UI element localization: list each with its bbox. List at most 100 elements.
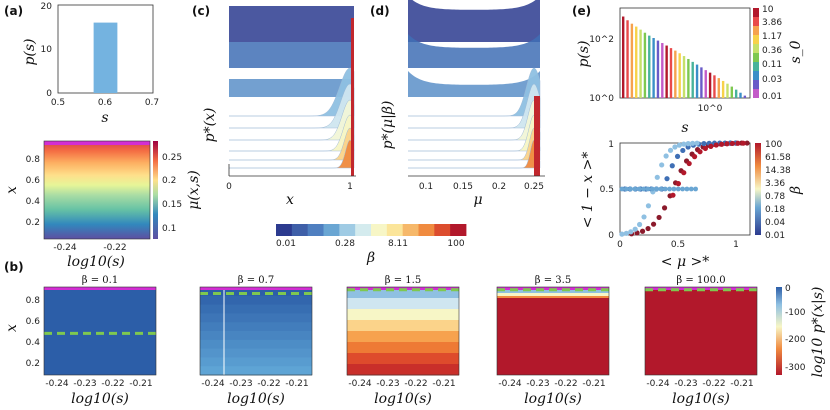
scatter-point: [661, 205, 668, 211]
bar: [743, 95, 747, 98]
tick-label: -0.23: [376, 379, 399, 389]
tick-label: 0.25: [524, 182, 544, 192]
tick-label: -0.22: [404, 379, 427, 389]
bar: [734, 89, 738, 98]
heatmap-band: [347, 309, 459, 321]
tick-label: 100: [447, 239, 464, 249]
scatter-point: [694, 140, 700, 146]
tick-label: 3.86: [762, 18, 782, 28]
colorbar-swatch: [753, 89, 759, 98]
heatmap-band: [200, 304, 312, 314]
tick-label: -0.23: [73, 379, 96, 389]
ridge-curve: [408, 0, 540, 42]
colorbar-swatch: [753, 35, 759, 44]
colorbar-swatch: [307, 224, 324, 236]
heatmap-band: [200, 287, 312, 297]
colorbar-label: log10 p*(x|s): [810, 287, 826, 378]
tick-label: 0.18: [765, 205, 785, 215]
colorbar-label: β: [366, 250, 375, 266]
scatter-point: [667, 186, 672, 192]
tick-label: -300: [785, 363, 806, 373]
subplot-title: β = 1.5: [385, 275, 421, 286]
heatmap-band: [200, 295, 312, 306]
bar: [643, 32, 647, 98]
scatter-point: [669, 163, 675, 169]
tick-label: 1: [347, 182, 353, 192]
bar: [669, 48, 673, 98]
tick-label: 10: [41, 45, 53, 55]
scatter-point: [658, 186, 664, 192]
colorbar-swatch: [276, 224, 293, 236]
scatter-point: [691, 154, 698, 160]
tick-label: 0: [785, 284, 791, 294]
scatter-point: [636, 221, 643, 228]
scatter-point: [623, 186, 629, 192]
beta-colorbar: 0.01 0.28 8.11 100 β: [276, 224, 467, 266]
tick-label: 0.5: [51, 98, 65, 108]
heatmap-frame: [644, 286, 758, 376]
tick-label: 0.78: [765, 192, 785, 202]
tick-label: 0.36: [762, 46, 782, 56]
tick-label: -0.21: [582, 379, 605, 389]
scatter-point: [670, 192, 676, 198]
scatter-point: [681, 141, 687, 147]
heatmap-band: [200, 357, 312, 367]
ridge-curve: [229, 79, 354, 97]
tick-label: 20: [41, 2, 53, 12]
tick-label: 0.04: [765, 218, 785, 228]
tick-label: -0.24: [646, 379, 670, 389]
scatter-point: [623, 230, 629, 236]
ridge-curve: [408, 127, 541, 161]
bar: [656, 40, 660, 98]
bar: [721, 80, 725, 98]
bar: [713, 75, 716, 98]
colorbar-swatch: [291, 224, 309, 236]
colorbar-swatch: [753, 17, 759, 26]
heatmap-band: [347, 342, 459, 354]
scatter-point: [740, 140, 746, 146]
colorbar-swatch: [418, 224, 435, 236]
tick-label: -0.22: [702, 379, 725, 389]
bar: [635, 26, 638, 99]
panel-label-c: (c): [192, 4, 210, 18]
heatmap-band: [200, 322, 312, 332]
colorbar-mu: [153, 141, 158, 239]
scatter-point: [702, 145, 709, 152]
tick-label: -0.24: [498, 379, 522, 389]
heatmap-frame: [346, 286, 460, 376]
tick-label: 10^0: [698, 104, 723, 114]
scatter-point: [654, 174, 660, 180]
colorbar-swatch: [386, 224, 404, 236]
heatmap-mu: [44, 141, 150, 239]
heatmap-band: [200, 366, 312, 376]
ridge-curve: [408, 70, 540, 97]
tick-label: -0.23: [229, 379, 252, 389]
scatter-point: [671, 186, 677, 192]
scatter-point: [636, 186, 642, 192]
ridge-spike: [351, 18, 354, 176]
y-axis-label: x: [4, 324, 20, 332]
scatter-point: [713, 142, 719, 148]
tick-label: 0.8: [26, 155, 41, 165]
bar: [648, 35, 651, 98]
colorbar-swatch: [371, 224, 388, 236]
tick-label: 0.01: [765, 231, 785, 241]
y-axis-label: p(s): [22, 38, 38, 65]
tick-label: 10^2: [589, 35, 614, 45]
tick-label: -0.21: [730, 379, 753, 389]
bar: [678, 53, 681, 98]
tick-label: -0.22: [554, 379, 577, 389]
tick-label: 0.4: [26, 338, 41, 348]
scatter-point: [690, 140, 696, 146]
colorbar-label: μ(x,s): [186, 170, 202, 210]
heatmap-band: [347, 320, 459, 332]
panel-e-bars: 10^0 10^2 10^0 s p(s) 10 3.86 1.17 0.36 …: [576, 5, 804, 136]
colorbar-swatch: [753, 71, 759, 80]
tick-label: 0.1: [419, 182, 433, 192]
tick-label: -0.22: [101, 379, 124, 389]
panel-label-d: (d): [370, 4, 390, 18]
tick-label: -0.24: [201, 379, 225, 389]
heatmap-frame: [199, 286, 313, 376]
